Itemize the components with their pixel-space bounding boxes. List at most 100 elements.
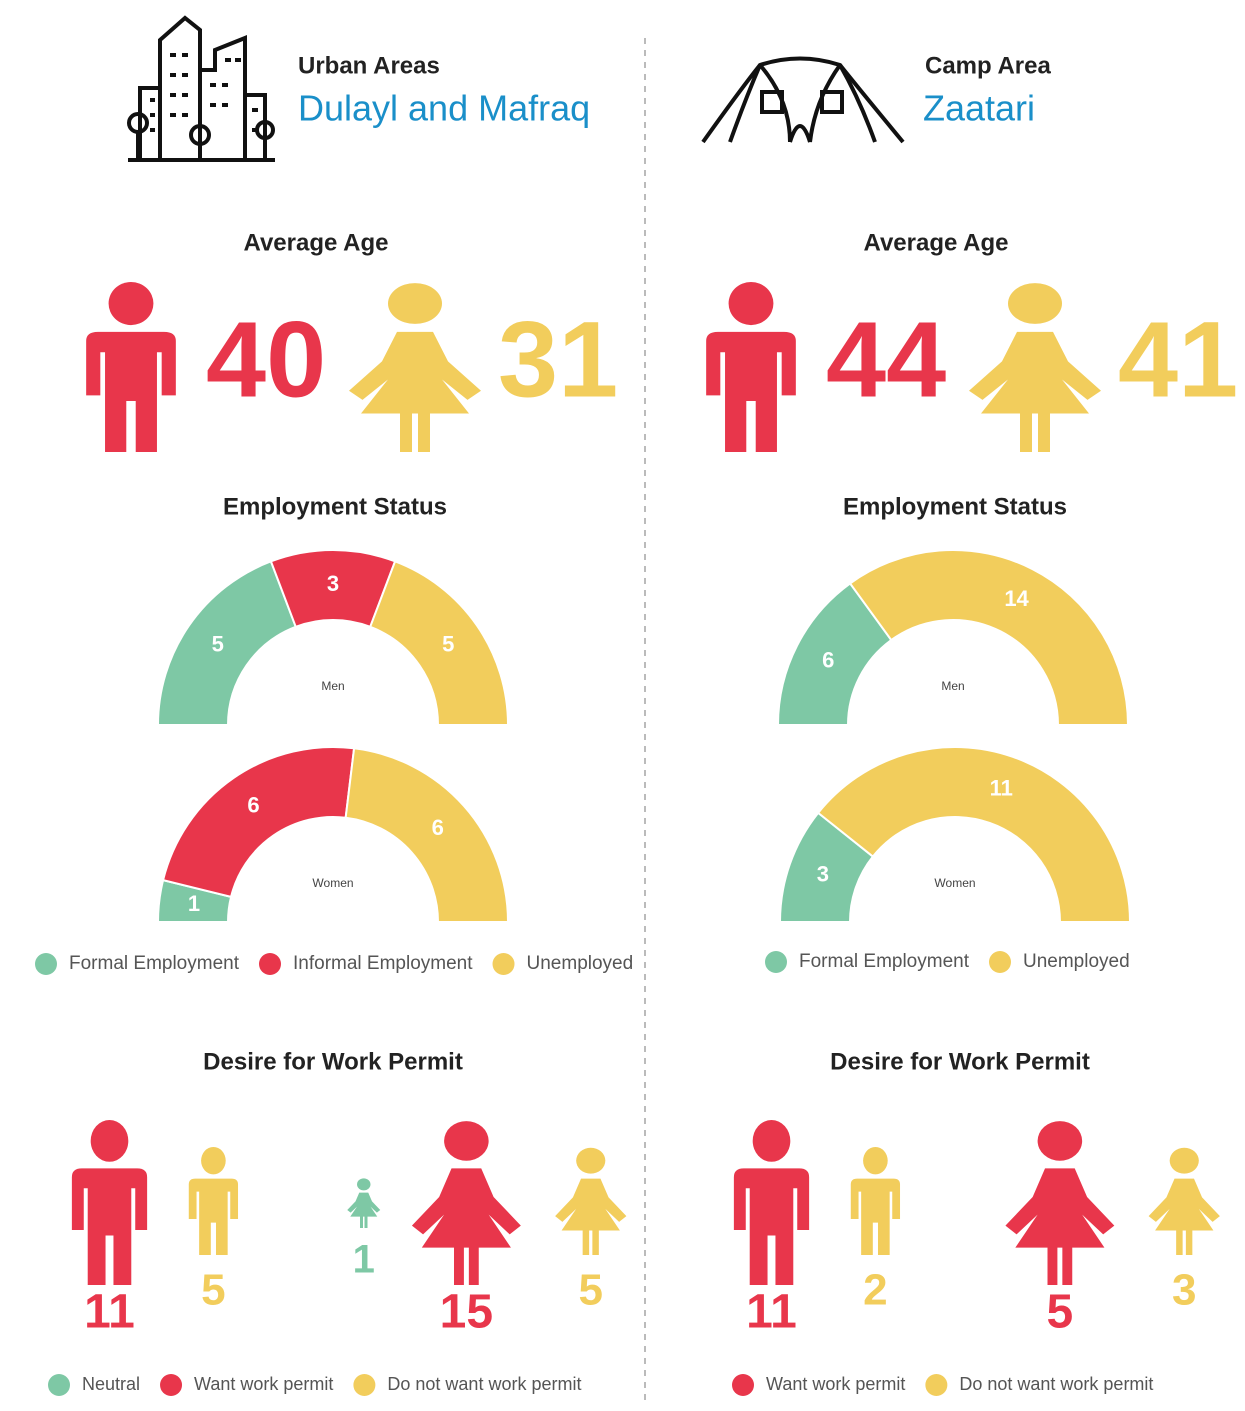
donut-segment [161,746,356,899]
segment-label: 14 [1004,586,1029,611]
permit-value: 11 [84,1286,135,1339]
head [108,282,154,326]
group-label: Men [941,679,964,693]
man-figure [733,1120,810,1285]
head [752,1120,791,1162]
legend-dot [925,1374,948,1396]
head [357,1178,371,1191]
age-value: 31 [498,299,618,420]
legend-label: Neutral [82,1374,140,1394]
permit-value: 5 [1047,1286,1074,1339]
legend-dot [353,1374,376,1396]
body [188,1178,239,1255]
area-name: Zaatari [923,88,1035,129]
legend-dot [765,951,787,973]
woman-figure [1148,1147,1220,1255]
legend-dot [989,951,1011,973]
legend-dot [48,1374,70,1396]
man-figure [706,282,796,452]
segment-label: 6 [247,793,259,818]
section-title: Employment Status [843,493,1067,520]
segment-label: 6 [822,647,834,672]
permit-value: 15 [440,1286,493,1339]
head [444,1121,489,1161]
legend-dot [492,953,515,975]
legend-dot [160,1374,183,1396]
body [71,1168,148,1285]
body [706,331,796,452]
legend-dot [732,1374,754,1396]
permit-value: 3 [1172,1266,1196,1315]
body [733,1168,810,1285]
legend-label: Informal Employment [293,953,473,974]
legend-label: Formal Employment [799,951,970,972]
body [969,331,1101,452]
head [863,1147,888,1175]
group-label: Men [321,679,344,693]
body [850,1178,901,1255]
segment-label: 5 [212,631,224,656]
segment-label: 1 [188,891,200,916]
permit-value: 2 [863,1266,887,1315]
donut-segment [368,560,510,726]
woman-figure [1005,1121,1115,1285]
age-value: 40 [206,299,326,420]
age-value: 41 [1118,299,1238,420]
segment-label: 3 [327,571,339,596]
legend-dot [259,953,281,975]
area-type: Camp Area [925,52,1051,79]
legend-label: Unemployed [1023,951,1130,972]
section-title: Average Age [244,229,389,256]
age-value: 44 [826,299,946,420]
area-name: Dulayl and Mafraq [298,88,590,129]
man-figure [86,282,176,452]
permit-value: 5 [201,1266,225,1315]
donut-segment [344,747,510,923]
permit-value: 11 [746,1286,797,1339]
head [1037,1121,1083,1161]
head [201,1147,226,1175]
donut-segment [848,549,1130,726]
body [1005,1168,1115,1285]
donut-segment [156,560,298,726]
head [728,282,774,326]
woman-figure [555,1147,627,1255]
legend-label: Want work permit [766,1374,905,1394]
body [347,1192,381,1228]
segment-label: 6 [432,815,444,840]
permit-value: 1 [353,1238,375,1282]
head [1169,1147,1199,1174]
tent-icon [701,56,905,144]
legend-label: Formal Employment [69,953,240,974]
body [555,1178,627,1255]
legend-label: Do not want work permit [959,1374,1153,1394]
woman-figure [411,1121,521,1285]
section-title: Desire for Work Permit [830,1048,1090,1075]
permit-value: 5 [579,1266,603,1315]
segment-label: 3 [817,862,829,887]
head [90,1120,129,1162]
legend-label: Do not want work permit [387,1374,581,1394]
head [388,283,442,324]
area-type: Urban Areas [298,52,440,79]
segment-label: 11 [990,776,1013,801]
body [1148,1178,1220,1255]
body [349,331,481,452]
city-icon [127,15,275,162]
group-label: Women [934,876,975,890]
man-figure [188,1147,239,1255]
segment-label: 5 [442,631,454,656]
woman-figure [347,1178,381,1228]
legend-label: Unemployed [527,953,634,974]
body [411,1168,521,1285]
group-label: Women [312,876,353,890]
woman-figure [969,283,1101,452]
head [576,1147,606,1174]
legend-dot [35,953,57,975]
man-figure [850,1147,901,1255]
body [86,331,176,452]
section-title: Employment Status [223,493,447,520]
woman-figure [349,283,481,452]
head [1008,283,1062,324]
